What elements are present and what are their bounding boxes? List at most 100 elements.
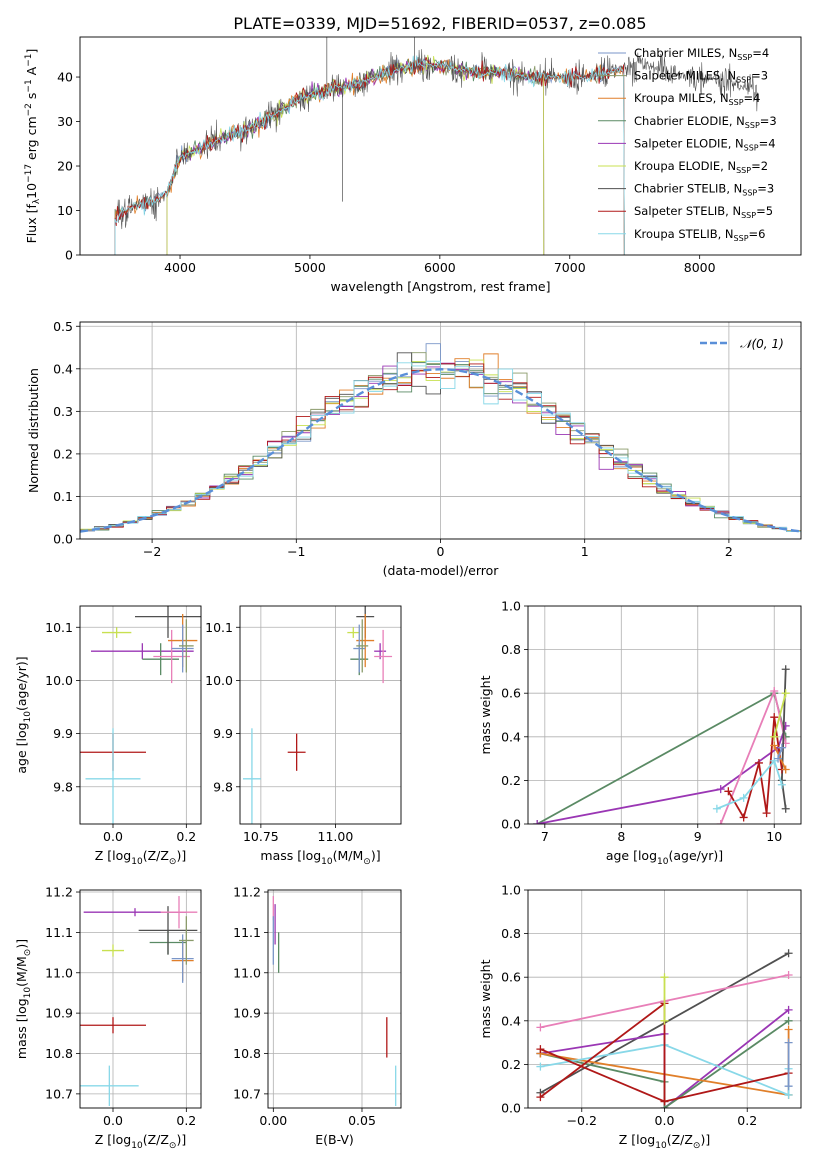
y-tick-label: 20 — [57, 159, 73, 174]
y-tick-label: 10.7 — [233, 1086, 261, 1101]
x-tick-label: 8000 — [684, 260, 716, 275]
y-tick-label: 0.4 — [53, 361, 73, 376]
x-tick-label: 11.00 — [318, 829, 354, 844]
axes-frame — [239, 605, 402, 825]
label-part: SSP — [741, 211, 756, 220]
label-part: 10 — [657, 857, 669, 867]
x-tick-label: 0.2 — [176, 1113, 196, 1128]
label-part: Z [log — [619, 1132, 655, 1147]
axes-age_vs_mass: 10.75 11.00 9.8 9.9 10.0 10.1 mass [log10(M/M⊙… — [205, 605, 402, 867]
errorbar-point-chabrier_elodie — [142, 643, 179, 676]
weight-marker — [781, 689, 790, 698]
weight-marker — [536, 1062, 545, 1071]
weight-marker — [536, 1045, 545, 1054]
label-part: λ — [32, 198, 42, 204]
plots: 4000 5000 6000 7000 8000010203040wavelength … — [14, 36, 802, 1151]
x-tick-label: 0.2 — [176, 829, 196, 844]
errorbar-point-pink — [160, 896, 198, 929]
normal-curve — [80, 368, 801, 533]
errorbar-point-chabrier_miles — [171, 624, 194, 673]
axes-frame — [267, 889, 402, 1109]
axes-residuals: −2 −1 0 1 2 0.0 0.1 0.2 0.3 0.4 0.5 (data-model)/er… — [26, 319, 802, 578]
y-tick-label: 10.0 — [205, 673, 233, 688]
y-axis-label: Flux [fλ10−17 erg cm−2 s−1 A−1] — [24, 49, 42, 244]
label-part: )] — [14, 939, 29, 949]
weight-marker — [784, 1016, 793, 1025]
y-tick-label: 11.0 — [45, 965, 73, 980]
y-tick-label: 10.8 — [233, 1046, 261, 1061]
weight-marker — [784, 1005, 793, 1014]
errorbar-point-kroupa_elodie — [102, 627, 132, 638]
legend-label: Kroupa STELIB, NSSP=6 — [634, 227, 765, 243]
y-tick-label: 0 — [65, 248, 73, 263]
legend-label: Chabrier STELIB, NSSP=3 — [634, 182, 774, 198]
label-part: =2 — [751, 159, 768, 173]
label-part: Z [log — [95, 848, 131, 863]
label-part: 10 — [655, 1141, 667, 1151]
weight-marker — [716, 785, 725, 794]
label-part: ⊙ — [169, 857, 177, 867]
weight-line-kroupa_elodie — [773, 692, 787, 738]
y-tick-label: 10.9 — [45, 1006, 73, 1021]
weight-marker — [770, 713, 779, 722]
axes-frame — [79, 36, 802, 256]
legend-label: Kroupa ELODIE, NSSP=2 — [634, 159, 768, 175]
label-part: 10 — [23, 711, 33, 723]
label-part: mass [log — [260, 848, 321, 863]
label-part: −1 — [24, 54, 34, 67]
weight-marker — [533, 820, 542, 824]
weight-marker — [660, 1097, 669, 1106]
weight-line-salpeter_stelib — [539, 1001, 789, 1103]
label-part: =4 — [752, 46, 769, 60]
y-tick-label: 0.8 — [501, 926, 521, 941]
label-part: age [log — [14, 722, 29, 773]
figure-title: PLATE=0339, MJD=51692, FIBERID=0537, z=0… — [233, 14, 646, 33]
weight-marker — [784, 949, 793, 958]
y-tick-label: 10.1 — [45, 620, 73, 635]
errorbar-point-kroupa_stelib — [85, 728, 141, 824]
weight-line-salpeter_stelib — [540, 1048, 665, 1103]
label-part: Chabrier STELIB, N — [634, 182, 742, 196]
legend-label: Chabrier MILES, NSSP=4 — [634, 46, 769, 62]
label-part: )] — [700, 1132, 710, 1147]
weight-marker — [784, 1038, 793, 1047]
y-tick-label: 1.0 — [501, 883, 521, 898]
weight-marker — [716, 820, 725, 824]
errorbar-point-kroupa_elodie — [102, 944, 124, 957]
y-tick-label: 10.1 — [205, 620, 233, 635]
weight-marker — [770, 732, 779, 741]
weight-marker — [781, 765, 790, 774]
y-tick-label: 11.1 — [45, 925, 73, 940]
y-tick-label: 0.5 — [53, 319, 73, 334]
label-part: =3 — [751, 69, 768, 83]
label-part: −2 — [24, 103, 34, 116]
label-part: SSP — [742, 189, 757, 198]
label-part: )] — [371, 848, 381, 863]
weight-marker — [660, 973, 669, 982]
axes-frame — [79, 321, 802, 540]
x-axis-label: Z [log10(Z/Z⊙)] — [619, 1132, 710, 1151]
axes-weight_vs_z: −0.2 0.0 0.2 0.0 0.2 0.4 0.6 0.8 1.0 Z [log10(Z/Z… — [478, 883, 802, 1151]
weight-marker — [739, 813, 748, 822]
label-part: Kroupa ELODIE, N — [634, 159, 736, 173]
y-tick-label: 10.7 — [45, 1086, 73, 1101]
axes-spectrum: 4000 5000 6000 7000 8000 0 10 20 30 40 wavelength … — [24, 36, 802, 294]
label-part: SSP — [729, 98, 744, 107]
weight-marker — [784, 1082, 793, 1091]
x-axis-label: mass [log10(M/M⊙)] — [260, 848, 380, 867]
y-axis-label: Normed distribution — [26, 368, 41, 493]
errorbar-point-chabrier_stelib — [135, 606, 201, 638]
x-tick-label: 0.05 — [348, 1113, 376, 1128]
label-part: 10 — [131, 1141, 143, 1151]
errorbar-point-salpeter_miles — [179, 916, 194, 965]
label-part: SSP — [745, 121, 760, 130]
x-axis-label: wavelength [Angstrom, rest frame] — [330, 279, 550, 294]
x-tick-label: 7 — [541, 829, 549, 844]
y-axis-label: mass [log10(M/M⊙)] — [14, 939, 33, 1059]
y-tick-label: 10.8 — [45, 1046, 73, 1061]
label-part: Salpeter ELODIE, N — [634, 136, 744, 150]
weight-marker — [712, 804, 721, 813]
